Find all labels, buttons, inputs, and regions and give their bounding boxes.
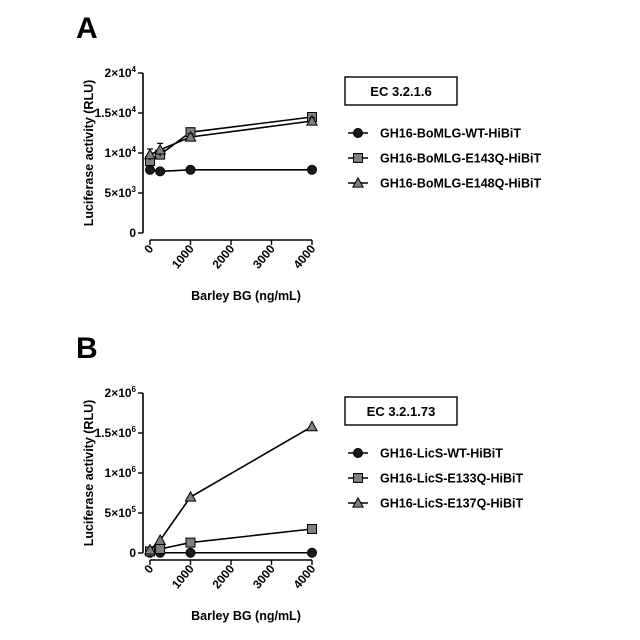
series-line bbox=[150, 529, 312, 551]
legend-item: GH16-BoMLG-E143Q-HiBiT bbox=[348, 152, 541, 166]
x-tick-label: 1000 bbox=[169, 562, 197, 592]
series-line bbox=[150, 170, 312, 172]
series-2 bbox=[145, 116, 317, 160]
y-tick-label: 1.5×106 bbox=[95, 425, 137, 440]
ec-label: EC 3.2.1.73 bbox=[367, 404, 436, 419]
x-tick-label: 0 bbox=[141, 242, 156, 256]
data-point bbox=[145, 149, 155, 158]
legend-marker bbox=[354, 154, 363, 163]
panel-a: A 0 5×103 1×104 1.5×104 2×104 0 1000 2000 3000 400… bbox=[76, 12, 541, 303]
y-tick-label: 0 bbox=[129, 226, 136, 240]
panel-b: B 0 5×105 1×106 1.5×106 2×106 0 1000 2000 3000 400… bbox=[76, 332, 523, 623]
data-point bbox=[308, 165, 317, 174]
legend-label: GH16-LicS-WT-HiBiT bbox=[380, 447, 503, 461]
ec-label: EC 3.2.1.6 bbox=[370, 84, 431, 99]
y-tick-label: 5×103 bbox=[105, 185, 137, 200]
y-tick-label: 0 bbox=[129, 546, 136, 560]
panel-letter: B bbox=[76, 332, 98, 365]
x-tick-label: 2000 bbox=[209, 242, 237, 272]
series-0 bbox=[146, 165, 317, 176]
legend-item: GH16-BoMLG-E148Q-HiBiT bbox=[348, 177, 541, 191]
y-tick-label: 2×106 bbox=[105, 385, 137, 400]
legend-marker bbox=[354, 449, 363, 458]
series-1 bbox=[146, 113, 317, 168]
x-tick-label: 3000 bbox=[250, 242, 278, 272]
legend-label: GH16-LicS-E133Q-HiBiT bbox=[380, 472, 523, 486]
data-point bbox=[156, 167, 165, 176]
data-point bbox=[186, 165, 195, 174]
y-axis-title: Luciferase activity (RLU) bbox=[82, 400, 96, 547]
data-point bbox=[308, 525, 317, 534]
legend-marker bbox=[354, 129, 363, 138]
legend-label: GH16-LicS-E137Q-HiBiT bbox=[380, 497, 523, 511]
x-axis-title: Barley BG (ng/mL) bbox=[191, 609, 301, 623]
legend-label: GH16-BoMLG-E148Q-HiBiT bbox=[380, 177, 541, 191]
x-tick-label: 4000 bbox=[290, 562, 318, 592]
x-axis-title: Barley BG (ng/mL) bbox=[191, 289, 301, 303]
data-point bbox=[186, 538, 195, 547]
panel-letter: A bbox=[76, 12, 98, 45]
x-tick-label: 4000 bbox=[290, 242, 318, 272]
data-point bbox=[186, 548, 195, 557]
series-0 bbox=[146, 548, 317, 557]
y-tick-label: 1×104 bbox=[105, 145, 137, 160]
x-tick-label: 1000 bbox=[169, 242, 197, 272]
legend-label: GH16-BoMLG-E143Q-HiBiT bbox=[380, 152, 541, 166]
x-tick-label: 0 bbox=[141, 562, 156, 576]
y-tick-label: 1.5×104 bbox=[95, 105, 137, 120]
legend-label: GH16-BoMLG-WT-HiBiT bbox=[380, 127, 521, 141]
legend-item: GH16-BoMLG-WT-HiBiT bbox=[348, 127, 521, 141]
legend-marker bbox=[354, 474, 363, 483]
legend-item: GH16-LicS-E137Q-HiBiT bbox=[348, 497, 523, 511]
x-tick-label: 3000 bbox=[250, 562, 278, 592]
data-point bbox=[308, 548, 317, 557]
x-tick-label: 2000 bbox=[209, 562, 237, 592]
y-tick-label: 2×104 bbox=[105, 65, 137, 80]
y-axis-title: Luciferase activity (RLU) bbox=[82, 80, 96, 227]
legend-item: GH16-LicS-E133Q-HiBiT bbox=[348, 472, 523, 486]
y-tick-label: 1×106 bbox=[105, 465, 137, 480]
data-point bbox=[185, 492, 195, 501]
series-line bbox=[150, 121, 312, 155]
series-2 bbox=[145, 421, 317, 554]
legend-item: GH16-LicS-WT-HiBiT bbox=[348, 447, 503, 461]
data-point bbox=[307, 421, 317, 430]
series-1 bbox=[146, 525, 317, 556]
y-tick-label: 5×105 bbox=[105, 505, 137, 520]
data-point bbox=[155, 145, 165, 154]
data-point bbox=[156, 545, 165, 554]
